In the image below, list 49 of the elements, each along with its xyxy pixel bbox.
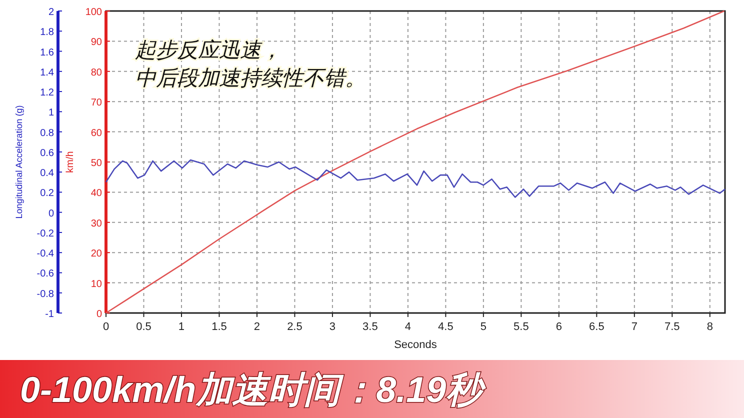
- y-tick-label: 0.4: [40, 168, 54, 180]
- x-tick-label: 7: [631, 321, 638, 333]
- annotation: 中后段加速持续性不错。: [135, 67, 366, 90]
- x-tick-label: 5.5: [514, 321, 529, 333]
- y2-tick-label: 50: [90, 158, 102, 169]
- y-tick-label: -0.8: [36, 288, 54, 300]
- y2-tick-label: 60: [90, 128, 102, 139]
- y-tick-label: 0.6: [40, 148, 54, 159]
- x-tick-label: 7.5: [664, 321, 680, 333]
- y-axis-title: Longitudinal Acceleration (g): [14, 105, 24, 219]
- y-tick-label: 0: [48, 208, 54, 220]
- x-tick-label: 8: [706, 321, 713, 333]
- y2-tick-label: 10: [90, 278, 102, 290]
- x-tick-label: 1.5: [212, 321, 227, 333]
- y-tick-label: 1: [48, 108, 54, 119]
- x-tick-label: 3: [329, 321, 336, 333]
- y2-tick-label: 30: [90, 218, 102, 230]
- y2-tick-label: 90: [90, 37, 102, 48]
- x-tick-label: 2: [254, 321, 260, 333]
- x-tick-label: 6: [556, 321, 562, 333]
- x-tick-label: 2.5: [287, 321, 302, 333]
- y-tick-label: 1.8: [40, 27, 54, 38]
- y-tick-label: 1.4: [40, 67, 54, 78]
- y-tick-label: 1.6: [40, 47, 54, 58]
- y-tick-label: 2: [48, 7, 54, 18]
- y-tick-label: 0.2: [40, 188, 54, 200]
- x-tick-label: 5: [480, 321, 486, 333]
- y-tick-label: 1.2: [40, 88, 54, 99]
- y2-tick-label: 20: [90, 248, 102, 260]
- y-tick-label: -0.6: [36, 268, 54, 280]
- y2-axis-title: km/h: [65, 151, 76, 173]
- x-tick-label: 4: [404, 321, 412, 333]
- y2-tick-label: 80: [90, 67, 102, 78]
- x-tick-label: 4.5: [438, 321, 454, 333]
- x-tick-label: 0: [102, 321, 110, 333]
- y-tick-label: -0.2: [36, 228, 54, 240]
- y2-tick-label: 40: [90, 188, 102, 200]
- y2-tick-label: 0: [96, 309, 102, 320]
- y2-tick-label: 100: [85, 7, 102, 18]
- x-tick-label: 3.5: [362, 321, 378, 333]
- y-tick-label: -1: [45, 309, 54, 320]
- x-tick-label: 0.5: [136, 321, 152, 333]
- y2-tick-label: 70: [90, 98, 102, 109]
- x-tick-label: 6.5: [589, 321, 604, 333]
- x-axis-title: Seconds: [394, 339, 438, 351]
- x-tick-label: 1: [178, 321, 185, 333]
- y-tick-label: -0.4: [36, 248, 54, 260]
- annotation: 起步反应迅速，: [135, 39, 282, 62]
- y-tick-label: 0.8: [40, 128, 54, 139]
